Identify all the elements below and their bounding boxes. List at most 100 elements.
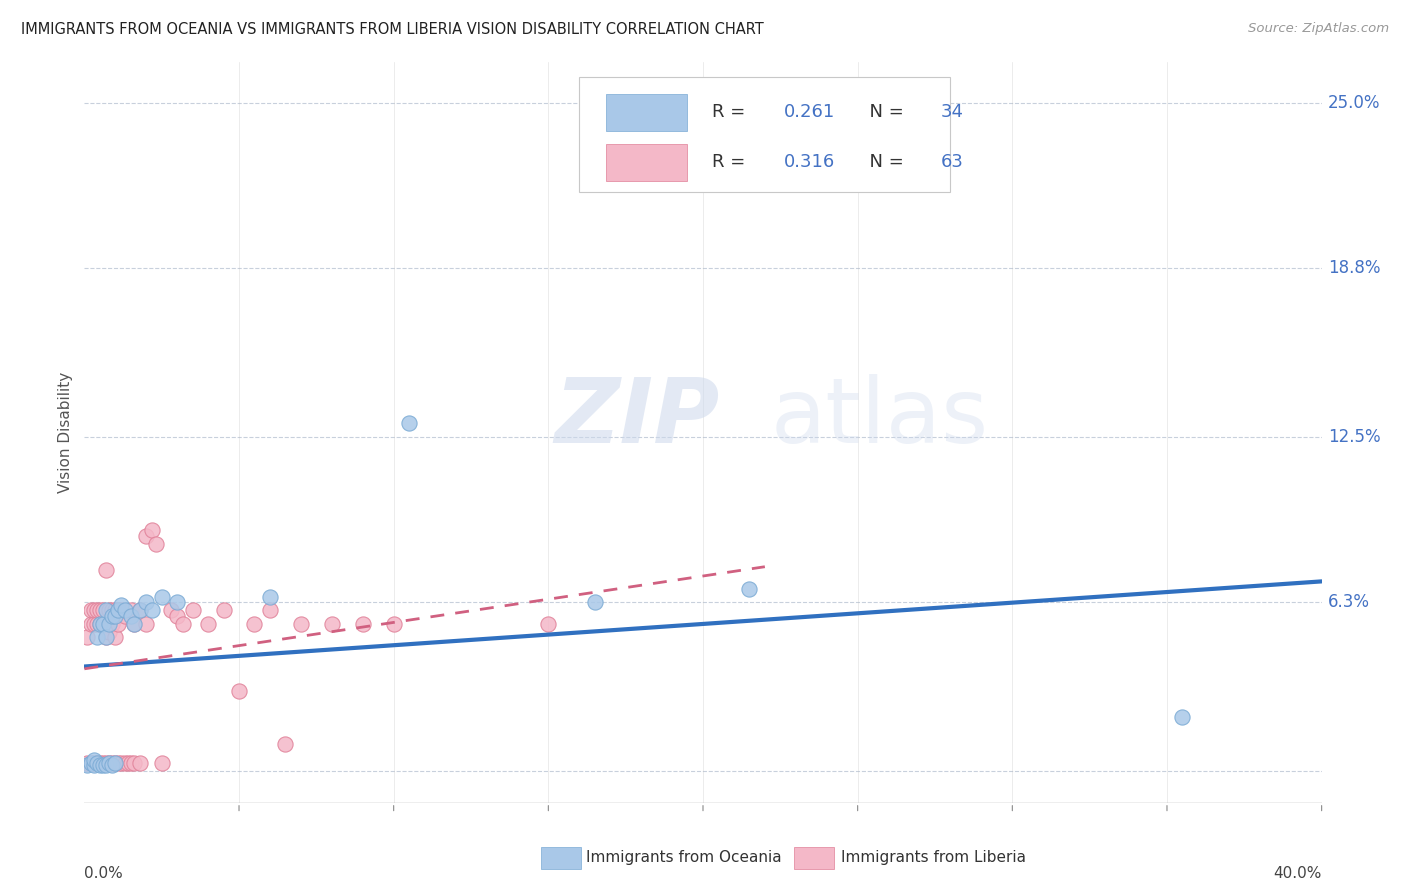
Point (166, 595, 188, 609)
Text: Immigrants from Liberia: Immigrants from Liberia (841, 850, 1026, 864)
Point (110, 598, 132, 612)
Text: R =: R = (711, 153, 751, 171)
Point (98, 603, 121, 617)
Point (129, 756, 152, 770)
Point (104, 756, 127, 770)
Point (110, 603, 132, 617)
Point (321, 616, 343, 631)
Text: atlas: atlas (770, 374, 990, 462)
Point (114, 603, 136, 617)
Point (86, 756, 108, 770)
Text: 40.0%: 40.0% (1274, 866, 1322, 880)
Point (91, 616, 114, 631)
Point (83, 753, 105, 767)
Point (259, 603, 281, 617)
Point (181, 603, 204, 617)
Y-axis label: Vision Disability: Vision Disability (58, 372, 73, 493)
Point (91, 616, 114, 631)
Point (243, 616, 266, 631)
Point (86, 630, 108, 644)
Point (104, 603, 127, 617)
Text: 18.8%: 18.8% (1327, 260, 1381, 277)
Point (98, 616, 121, 631)
Point (212, 603, 235, 617)
Point (290, 616, 312, 631)
Point (98, 756, 121, 770)
Point (107, 616, 129, 631)
Point (145, 536, 167, 550)
FancyBboxPatch shape (579, 78, 950, 192)
Point (76, 758, 98, 772)
Point (89, 616, 111, 631)
Point (110, 756, 132, 770)
Text: ZIP: ZIP (554, 374, 720, 462)
Point (120, 756, 142, 770)
Point (101, 608, 124, 623)
Point (86, 603, 108, 617)
Point (117, 756, 139, 770)
Point (101, 758, 124, 772)
Point (129, 603, 152, 617)
Point (98, 756, 121, 770)
Bar (606, 94, 688, 130)
Point (94, 630, 117, 644)
Text: 0.0%: 0.0% (84, 866, 124, 880)
Point (150, 756, 173, 770)
Point (101, 603, 124, 617)
Point (83, 603, 105, 617)
Point (86, 616, 108, 631)
Text: 12.5%: 12.5% (1327, 427, 1381, 446)
Text: Immigrants from Oceania: Immigrants from Oceania (586, 850, 782, 864)
Point (98, 624, 121, 639)
Point (101, 756, 124, 770)
Point (172, 616, 194, 631)
Point (398, 417, 420, 431)
Text: 25.0%: 25.0% (1327, 94, 1381, 112)
Point (91, 756, 114, 770)
Point (83, 756, 105, 770)
Point (107, 756, 129, 770)
Point (79, 616, 101, 631)
Point (94, 756, 117, 770)
Point (79, 756, 101, 770)
Point (738, 582, 761, 596)
Point (166, 608, 188, 623)
Point (94, 630, 117, 644)
Point (352, 616, 374, 631)
Text: N =: N = (858, 103, 910, 121)
Point (101, 616, 124, 631)
Text: Source: ZipAtlas.com: Source: ZipAtlas.com (1249, 22, 1389, 36)
Point (86, 756, 108, 770)
Point (104, 756, 127, 770)
Point (89, 616, 111, 631)
Point (107, 603, 129, 617)
Point (76, 756, 98, 770)
Point (122, 616, 145, 631)
Point (120, 603, 142, 617)
Point (83, 758, 105, 772)
Text: 63: 63 (941, 153, 963, 171)
Point (79, 756, 101, 770)
Point (141, 603, 163, 617)
Point (382, 616, 405, 631)
Point (120, 608, 142, 623)
Point (94, 758, 117, 772)
Point (104, 608, 127, 623)
Text: R =: R = (711, 103, 751, 121)
Point (122, 616, 145, 631)
Point (583, 595, 606, 609)
Bar (606, 144, 688, 181)
Point (135, 528, 157, 542)
Point (122, 756, 145, 770)
Point (94, 603, 117, 617)
Point (228, 683, 250, 698)
Point (150, 590, 173, 604)
Point (1171, 710, 1194, 724)
Point (114, 608, 136, 623)
Point (89, 758, 111, 772)
Text: 0.316: 0.316 (783, 153, 835, 171)
Text: IMMIGRANTS FROM OCEANIA VS IMMIGRANTS FROM LIBERIA VISION DISABILITY CORRELATION: IMMIGRANTS FROM OCEANIA VS IMMIGRANTS FR… (21, 22, 763, 37)
Text: 34: 34 (941, 103, 963, 121)
Point (89, 603, 111, 617)
Text: 6.3%: 6.3% (1327, 593, 1369, 611)
